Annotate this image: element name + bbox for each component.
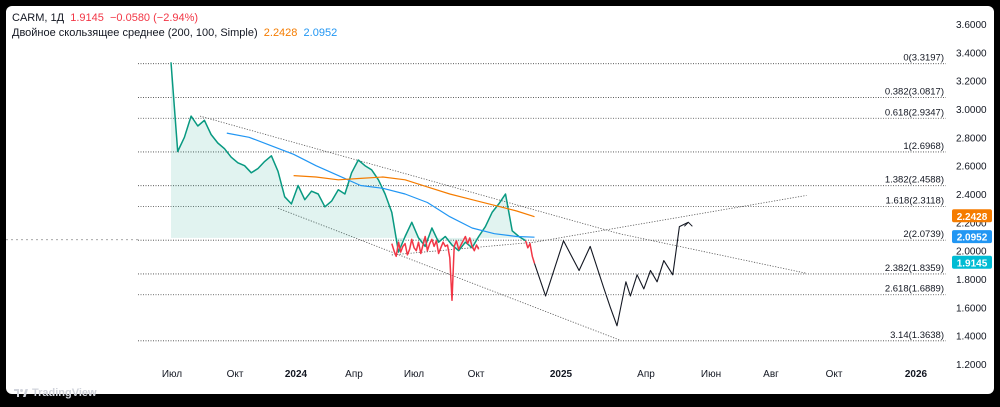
ma-fast-value: 2.0952: [303, 27, 338, 39]
price-badge-label: 1.9145: [957, 258, 988, 269]
trend-line: [199, 115, 620, 235]
tradingview-branding[interactable]: TradingView: [14, 386, 97, 400]
price-area-fill: [171, 62, 526, 253]
symbol-header: CARM, 1Д 1.9145 −0.0580 (−2.94%): [12, 12, 198, 24]
x-tick-label: Апр: [637, 369, 655, 380]
x-tick-label: 2026: [905, 369, 928, 380]
price-badge-label: 2.0952: [957, 233, 988, 244]
y-tick-label: 1.2000: [956, 360, 987, 371]
tradingview-logo-icon: [14, 389, 28, 397]
x-tick-label: Окт: [227, 369, 244, 380]
series-price-red-tail: [524, 240, 536, 264]
fib-level-label: 1.382(2.4588): [885, 175, 944, 186]
fib-level-label: 0.382(3.0817): [885, 86, 944, 97]
y-tick-label: 1.8000: [956, 275, 987, 286]
x-tick-label: 2025: [550, 369, 573, 380]
y-tick-label: 3.6000: [956, 20, 987, 31]
x-tick-label: Окт: [468, 369, 485, 380]
fib-level-label: 1.618(2.3118): [886, 195, 944, 206]
chart-panel: 3.6000 3.4000 3.2000 3.0000 2.8000 2.6000 2.40…: [6, 6, 994, 394]
y-tick-label: 1.4000: [956, 332, 987, 343]
y-tick-label: 3.0000: [956, 105, 987, 116]
series-price-red: [391, 235, 480, 302]
price-change: −0.0580 (−2.94%): [109, 12, 199, 24]
price-badge: [952, 209, 992, 223]
price-badge-label: 2.2428: [957, 212, 988, 223]
series-projection: [533, 221, 689, 327]
x-tick-label: Окт: [826, 369, 843, 380]
symbol-label[interactable]: CARM, 1Д: [12, 12, 65, 24]
price-badge: [952, 230, 992, 244]
ma-slow-value: 2.2428: [263, 27, 298, 39]
y-tick-label: 2.8000: [956, 133, 987, 144]
price-badge: [952, 255, 992, 269]
x-tick-label: Июн: [701, 369, 721, 380]
fib-level-label: 1(2.6968): [903, 141, 944, 152]
series-ma-slow: [293, 175, 535, 218]
last-price: 1.9145: [70, 12, 104, 24]
y-tick-label: 3.4000: [956, 48, 987, 59]
y-tick-label: 2.6000: [956, 162, 987, 173]
x-tick-label: 2024: [285, 369, 308, 380]
trend-line: [534, 195, 807, 243]
price-chart[interactable]: 3.6000 3.4000 3.2000 3.0000 2.8000 2.6000 2.40…: [6, 6, 994, 394]
x-tick-label: Апр: [345, 369, 363, 380]
series-price-green: [170, 62, 527, 253]
trend-line: [391, 241, 535, 256]
indicator-header: Двойное скользящее среднее (200, 100, Si…: [12, 27, 337, 39]
y-tick-label: 2.4000: [956, 190, 987, 201]
fib-level-label: 3.14(1.3638): [890, 330, 944, 341]
x-tick-label: Июл: [404, 369, 424, 380]
x-tick-label: Авг: [763, 369, 779, 380]
series-ma-fast: [226, 132, 535, 238]
y-tick-label: 3.2000: [956, 77, 987, 88]
fib-level-label: 0(3.3197): [903, 53, 944, 64]
fib-level-label: 2.618(1.6889): [885, 284, 944, 295]
y-tick-label: 2.0000: [956, 247, 987, 258]
fib-level-label: 2(2.0739): [903, 229, 944, 240]
fib-level-label: 2.382(1.8359): [885, 263, 944, 274]
y-tick-label: 1.6000: [956, 303, 987, 314]
brand-label: TradingView: [32, 387, 97, 399]
trend-line: [619, 233, 807, 274]
projection-arrow-icon: [684, 221, 693, 227]
indicator-name[interactable]: Двойное скользящее среднее (200, 100, Si…: [12, 27, 258, 39]
y-tick-label: 2.2000: [956, 218, 987, 229]
fib-level-label: 0.618(2.9347): [885, 107, 944, 118]
x-tick-label: Июл: [162, 369, 182, 380]
